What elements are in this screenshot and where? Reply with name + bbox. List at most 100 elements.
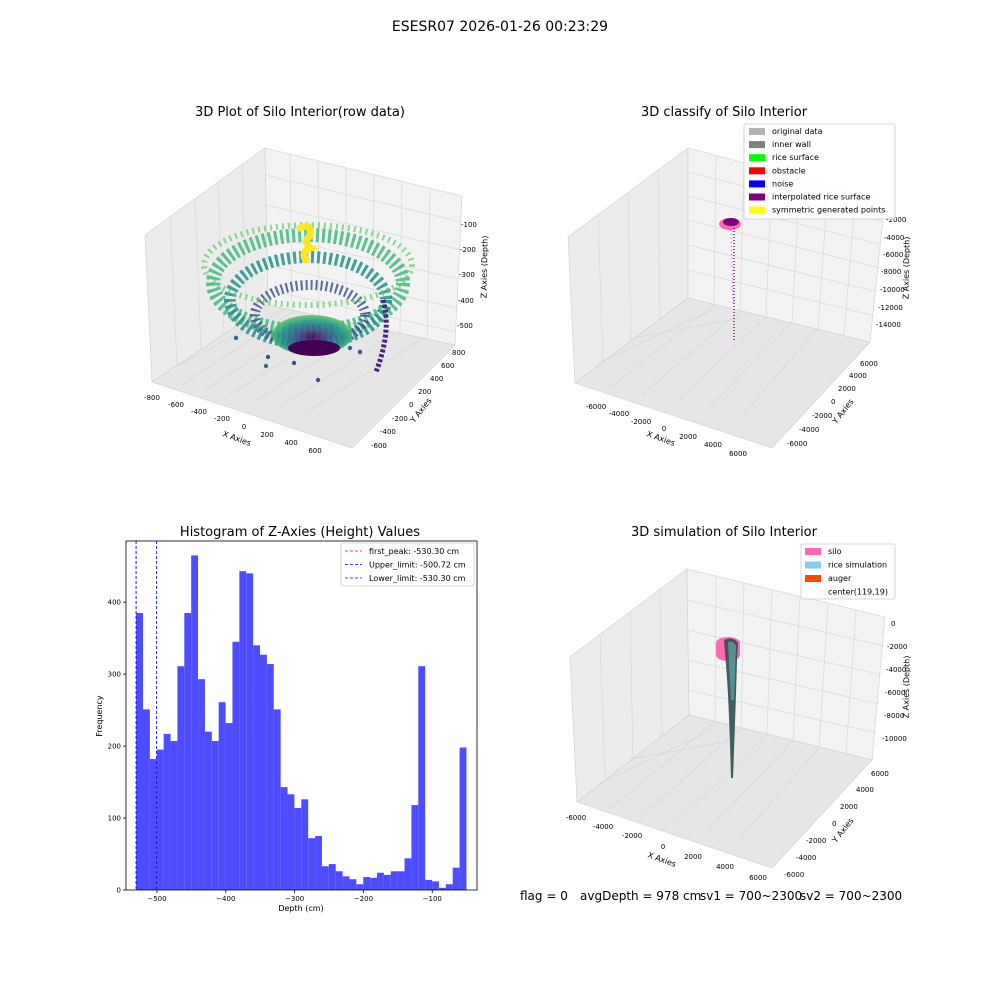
cls-xtick: -6000 (586, 403, 606, 411)
panel-raw-3d-title: 3D Plot of Silo Interior(row data) (195, 105, 405, 120)
histogram-bar (259, 654, 267, 890)
cls-ztick: -6000 (883, 251, 903, 259)
raw-ztick: -500 (457, 322, 473, 330)
sim-ztick: -6000 (885, 689, 905, 697)
histogram-legend-label: Upper_limit: -500.72 cm (369, 561, 466, 570)
histogram-ytick-label: 100 (108, 815, 121, 823)
sim-ztick: -4000 (886, 666, 906, 674)
panel-classify-3d-points (719, 218, 741, 340)
classify-legend-label: inner wall (772, 140, 811, 149)
raw-zlabel: Z Axies (Depth) (479, 236, 489, 299)
classify-legend-swatch (749, 206, 765, 214)
raw-xlabel: X Axies (221, 429, 252, 448)
histogram-ytick-label: 200 (108, 743, 121, 751)
histogram-bar (376, 872, 384, 890)
classify-legend-swatch (749, 154, 765, 162)
histogram-bar (459, 747, 467, 890)
classify-legend-swatch (749, 141, 765, 149)
cls-zlabel: Z Axies (Depth) (901, 237, 911, 300)
cls-ytick: 2000 (838, 385, 856, 393)
histogram-bar (452, 867, 460, 890)
histogram-bar (425, 879, 433, 890)
sim-ytick: -6000 (784, 871, 804, 879)
cls-ytick: -4000 (799, 426, 819, 434)
histogram-bar (136, 612, 143, 890)
histogram-xtick-label: −400 (216, 895, 235, 903)
histogram-bar (356, 884, 364, 890)
status-bar: flag = 0 avgDepth = 978 cm sv1 = 700~230… (0, 889, 1000, 907)
status-avg-depth: avgDepth = 978 cm (580, 889, 702, 903)
histogram-bar (383, 874, 391, 890)
panel-simulation-3d-surface (716, 637, 740, 778)
sim-zlabel: Z Axies (Depth) (901, 656, 911, 719)
raw-xtick: -800 (144, 394, 160, 402)
cls-xtick: 6000 (729, 450, 747, 458)
histogram-xtick-label: −100 (423, 895, 442, 903)
histogram-ytick-label: 400 (108, 599, 121, 607)
histogram-bar (191, 555, 199, 890)
histogram-title: Histogram of Z-Axies (Height) Values (180, 525, 420, 540)
raw-ytick: -400 (380, 428, 396, 436)
histogram-bar (280, 787, 288, 890)
histogram-xtick-label: −200 (354, 895, 373, 903)
histogram-bar (253, 645, 260, 890)
cls-ztick: -2000 (886, 216, 906, 224)
status-flag: flag = 0 (520, 889, 568, 903)
raw-ytick: 0 (409, 401, 413, 409)
status-sv2: sv2 = 700~2300 (800, 889, 903, 903)
histogram-bar (266, 664, 274, 890)
classify-legend-swatch (749, 167, 765, 175)
histogram-ylabel: Frequency (95, 695, 104, 737)
histogram-xlabel: Depth (cm) (278, 904, 323, 913)
histogram-bar (225, 723, 233, 890)
raw-ytick: 200 (418, 388, 431, 396)
raw-ytick: -600 (371, 442, 387, 450)
cls-ztick: -10000 (880, 286, 905, 294)
classify-legend-label: noise (772, 179, 793, 188)
histogram-bar (218, 702, 226, 890)
histogram-bar (239, 571, 247, 890)
sim-ytick: -4000 (796, 854, 816, 862)
sim-xtick: -2000 (622, 832, 642, 840)
sim-ztick: -8000 (884, 712, 904, 720)
histogram-bar (390, 871, 398, 890)
sim-xtick: -4000 (593, 823, 613, 831)
histogram-bar (232, 641, 240, 890)
histogram-bar (177, 666, 185, 890)
histogram-bar (342, 876, 350, 890)
sim-xtick: 4000 (716, 863, 734, 871)
cls-ytick: -6000 (787, 440, 807, 448)
histogram-legend-label: first_peak: -530.30 cm (369, 547, 459, 556)
cls-ytick: 6000 (860, 360, 878, 368)
simulation-legend-swatch (805, 561, 821, 569)
histogram-bar (445, 884, 453, 890)
histogram-bar (170, 741, 178, 890)
panel-simulation-3d-grid (599, 575, 885, 839)
histogram-bar (198, 679, 205, 890)
raw-ytick: 400 (430, 375, 443, 383)
cls-xtick: -2000 (631, 418, 651, 426)
simulation-legend-label: auger (828, 574, 852, 583)
figure-suptitle: ESESR07 2026-01-26 00:23:29 (392, 19, 608, 35)
classify-legend-label: rice surface (772, 153, 819, 162)
raw-ytick: -200 (392, 415, 408, 423)
cls-ytick: 0 (831, 398, 835, 406)
status-sv1: sv1 = 700~2300 (700, 889, 803, 903)
sim-xtick: 6000 (749, 874, 767, 882)
sim-ytick: -2000 (806, 837, 826, 845)
histogram-bar (315, 836, 322, 890)
histogram-bar (321, 866, 329, 890)
cls-ztick: -12000 (878, 304, 903, 312)
raw-ztick: -300 (459, 271, 475, 279)
histogram-bar (294, 807, 302, 890)
cls-ztick: -14000 (876, 321, 901, 329)
raw-ztick: -100 (461, 221, 477, 229)
histogram-bar (163, 733, 171, 890)
panel-classify-legend: original data inner wall rice surface obsta… (743, 123, 896, 220)
histogram-bar (397, 871, 405, 890)
histogram-bar (404, 858, 412, 890)
sim-ytick: 2000 (840, 803, 858, 811)
histogram-ytick-label: 0 (117, 887, 121, 895)
histogram-bar (149, 759, 157, 890)
classify-legend-label: interpolated rice surface (772, 193, 870, 202)
